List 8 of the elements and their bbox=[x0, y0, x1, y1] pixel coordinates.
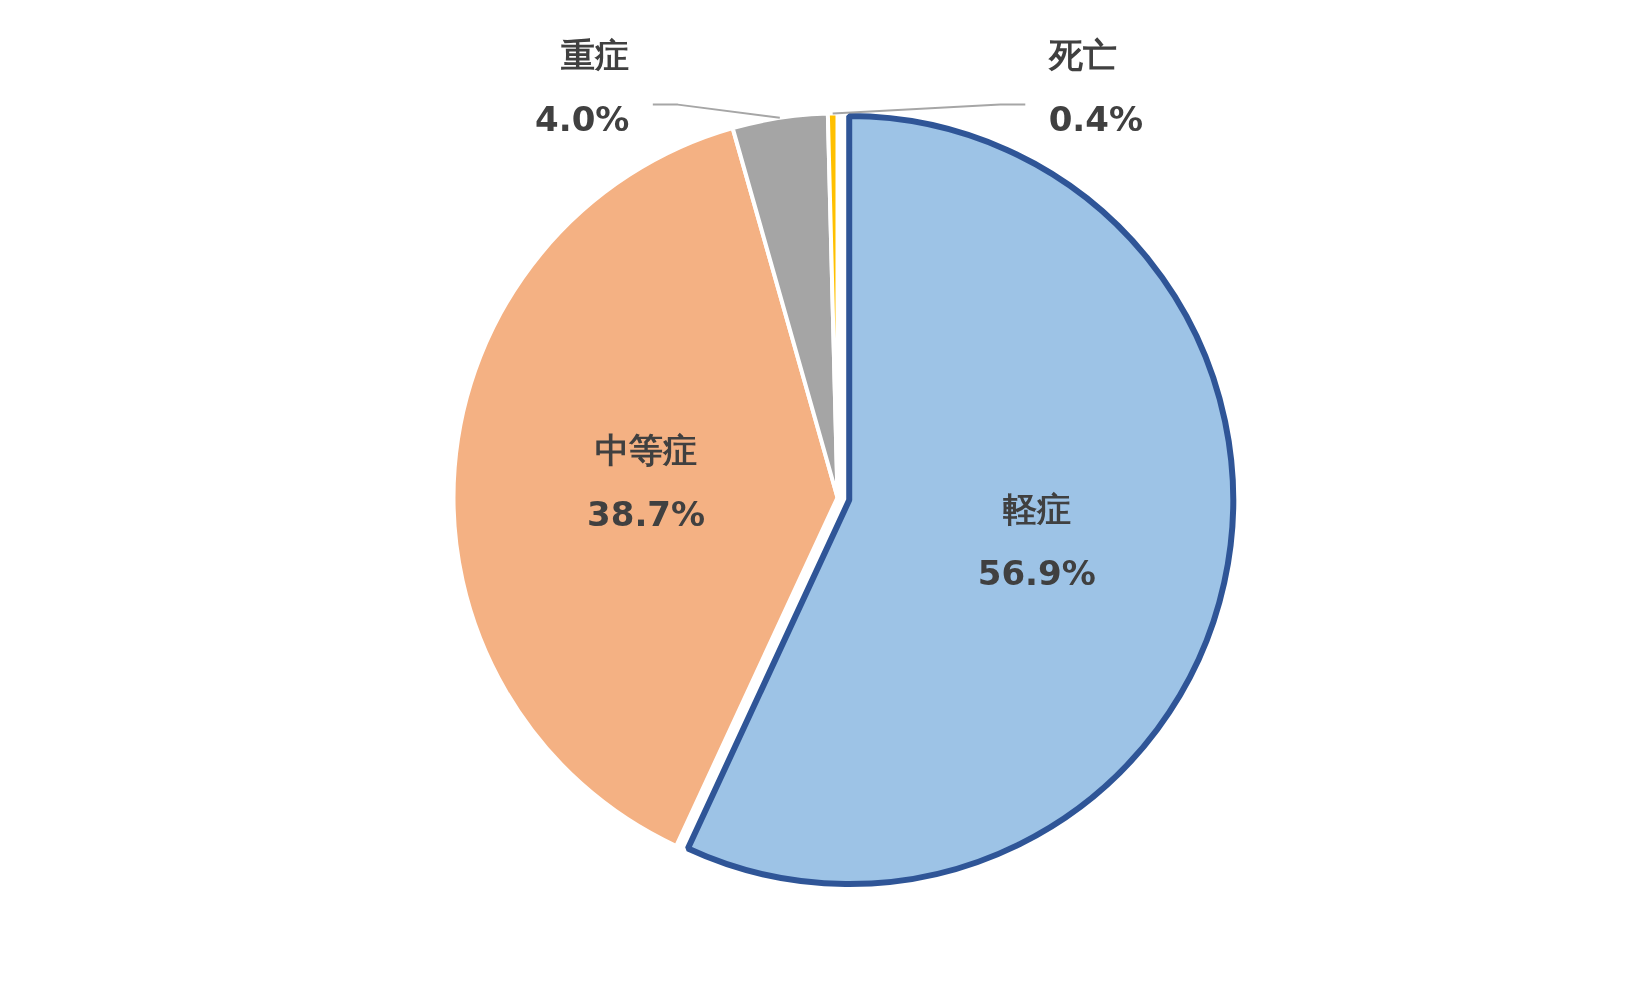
slice-label: 中等症 bbox=[595, 430, 698, 471]
data-label: 4.0% bbox=[535, 98, 630, 139]
slice-label: 重症 bbox=[561, 34, 630, 75]
slice-label: 軽症 bbox=[1002, 489, 1071, 530]
data-label: 56.9% bbox=[977, 553, 1096, 594]
slice-label: 死亡 bbox=[1047, 34, 1117, 75]
data-label: 0.4% bbox=[1048, 98, 1143, 139]
data-label: 38.7% bbox=[587, 494, 706, 535]
